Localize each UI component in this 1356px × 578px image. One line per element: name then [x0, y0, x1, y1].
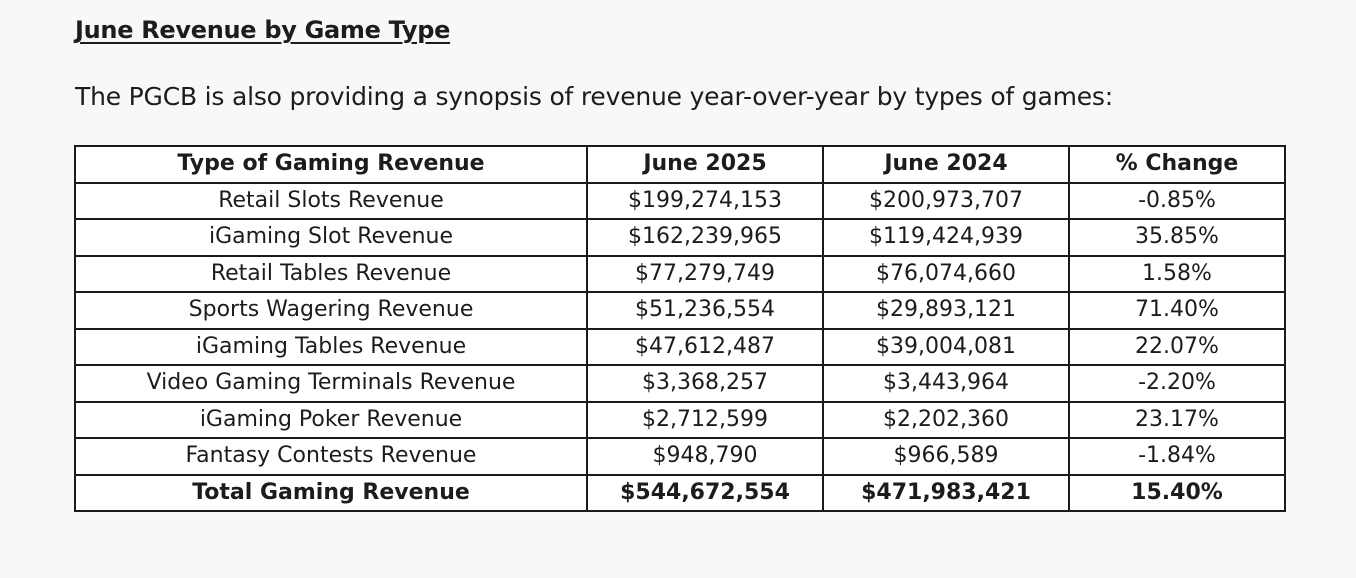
cell-percent-change: 35.85%	[1068, 218, 1286, 257]
header-june-2025: June 2025	[586, 145, 824, 184]
table-row: iGaming Slot Revenue $162,239,965 $119,4…	[74, 218, 1286, 257]
header-percent-change: % Change	[1068, 145, 1286, 184]
table-row: Retail Slots Revenue $199,274,153 $200,9…	[74, 181, 1286, 220]
cell-june-2025: $162,239,965	[586, 218, 824, 257]
table-row: Retail Tables Revenue $77,279,749 $76,07…	[74, 254, 1286, 293]
cell-june-2024: $3,443,964	[822, 364, 1070, 403]
header-june-2024: June 2024	[822, 145, 1070, 184]
cell-june-2025: $51,236,554	[586, 291, 824, 330]
cell-june-2024: $29,893,121	[822, 291, 1070, 330]
cell-percent-change: -0.85%	[1068, 181, 1286, 220]
cell-percent-change: -1.84%	[1068, 437, 1286, 476]
table-row: Sports Wagering Revenue $51,236,554 $29,…	[74, 291, 1286, 330]
table-row: Fantasy Contests Revenue $948,790 $966,5…	[74, 437, 1286, 476]
header-type: Type of Gaming Revenue	[74, 145, 588, 184]
cell-june-2025: $77,279,749	[586, 254, 824, 293]
table-row: iGaming Tables Revenue $47,612,487 $39,0…	[74, 327, 1286, 366]
cell-june-2025: $2,712,599	[586, 400, 824, 439]
cell-type: iGaming Poker Revenue	[74, 400, 588, 439]
cell-percent-change: 22.07%	[1068, 327, 1286, 366]
cell-june-2024: $966,589	[822, 437, 1070, 476]
table-row: Video Gaming Terminals Revenue $3,368,25…	[74, 364, 1286, 403]
cell-june-2025: $948,790	[586, 437, 824, 476]
cell-percent-change: 71.40%	[1068, 291, 1286, 330]
cell-june-2024: $119,424,939	[822, 218, 1070, 257]
revenue-table: Type of Gaming Revenue June 2025 June 20…	[74, 145, 1286, 512]
total-june-2024: $471,983,421	[822, 473, 1070, 512]
cell-june-2024: $200,973,707	[822, 181, 1070, 220]
cell-type: Video Gaming Terminals Revenue	[74, 364, 588, 403]
table-header-row: Type of Gaming Revenue June 2025 June 20…	[74, 145, 1286, 184]
cell-june-2024: $76,074,660	[822, 254, 1070, 293]
cell-percent-change: -2.20%	[1068, 364, 1286, 403]
table-row: iGaming Poker Revenue $2,712,599 $2,202,…	[74, 400, 1286, 439]
cell-june-2025: $199,274,153	[586, 181, 824, 220]
cell-june-2025: $47,612,487	[586, 327, 824, 366]
cell-type: Sports Wagering Revenue	[74, 291, 588, 330]
cell-type: Fantasy Contests Revenue	[74, 437, 588, 476]
total-percent-change: 15.40%	[1068, 473, 1286, 512]
cell-type: Retail Tables Revenue	[74, 254, 588, 293]
intro-paragraph: The PGCB is also providing a synopsis of…	[75, 82, 1113, 111]
total-label: Total Gaming Revenue	[74, 473, 588, 512]
cell-june-2024: $2,202,360	[822, 400, 1070, 439]
table-total-row: Total Gaming Revenue $544,672,554 $471,9…	[74, 473, 1286, 512]
cell-june-2024: $39,004,081	[822, 327, 1070, 366]
cell-percent-change: 23.17%	[1068, 400, 1286, 439]
cell-type: Retail Slots Revenue	[74, 181, 588, 220]
cell-type: iGaming Slot Revenue	[74, 218, 588, 257]
cell-percent-change: 1.58%	[1068, 254, 1286, 293]
cell-type: iGaming Tables Revenue	[74, 327, 588, 366]
total-june-2025: $544,672,554	[586, 473, 824, 512]
section-heading: June Revenue by Game Type	[75, 16, 451, 44]
cell-june-2025: $3,368,257	[586, 364, 824, 403]
